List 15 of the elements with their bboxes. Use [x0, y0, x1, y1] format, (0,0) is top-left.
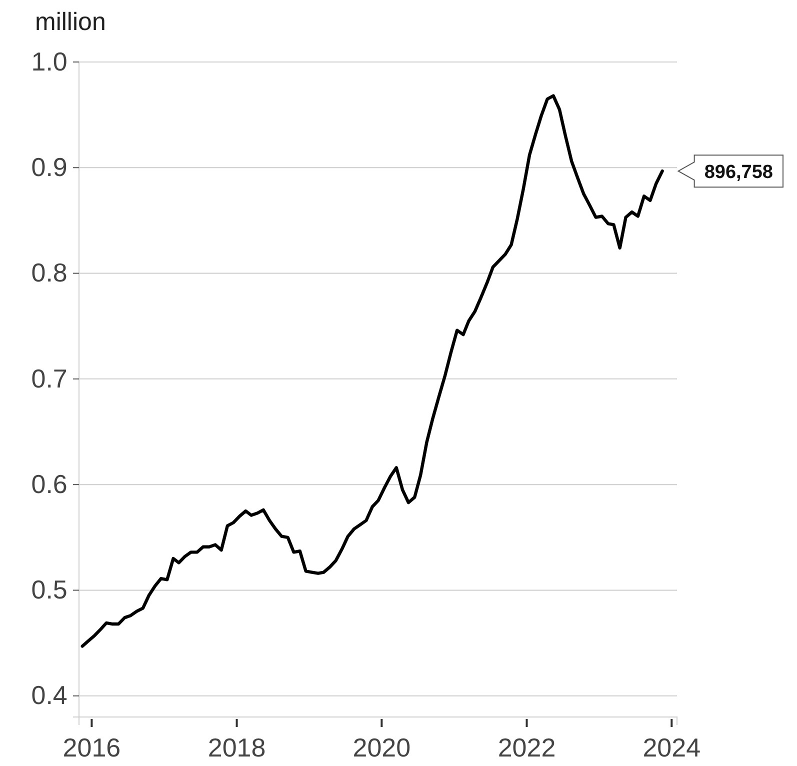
x-tick-label: 2018 — [208, 732, 266, 763]
x-tick-label: 2020 — [352, 732, 411, 763]
y-tick-label: 0.9 — [31, 152, 68, 182]
y-tick-label: 0.7 — [31, 363, 68, 394]
line-series — [80, 94, 664, 648]
x-tick-label: 2022 — [498, 732, 556, 763]
y-tick-label: 0.4 — [31, 680, 68, 710]
y-tick-label: 0.8 — [31, 258, 68, 288]
y-tick-label: 1.0 — [31, 46, 68, 76]
x-tick-label: 2024 — [642, 732, 701, 763]
y-tick-label: 0.6 — [31, 468, 68, 499]
y-tick-label: 0.5 — [31, 574, 68, 605]
x-tick-label: 2016 — [62, 732, 121, 763]
y-axis-title: million — [35, 8, 106, 36]
annotation: 896,758 — [704, 162, 773, 183]
